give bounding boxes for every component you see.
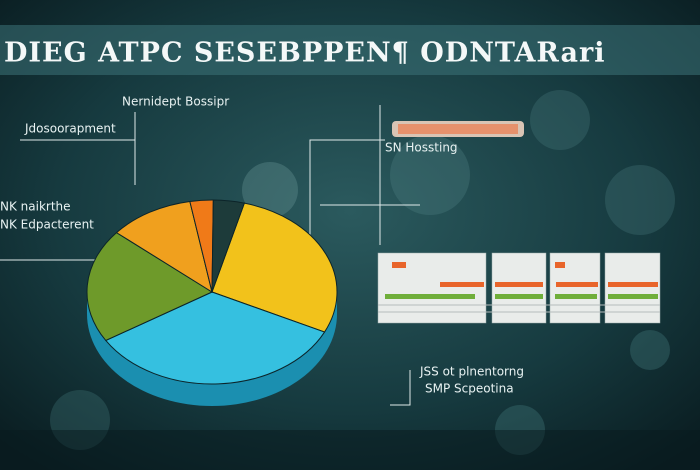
- annotation: NK naikrthe: [0, 200, 71, 214]
- leader-lines: [0, 105, 420, 406]
- pie-slice: [115, 200, 213, 294]
- pie-slice: [211, 202, 338, 333]
- annotation: Jdosoorapment: [24, 122, 116, 136]
- annotation: Nernidept Bossipr: [122, 95, 229, 109]
- pie: [86, 199, 338, 406]
- pie-slice: [104, 291, 326, 385]
- annotation: NK Edpacterent: [0, 218, 94, 232]
- server-racks: [377, 121, 661, 324]
- pie-slice: [86, 231, 214, 342]
- pie-slice: [211, 199, 246, 293]
- chart-title: DIEG ATPC SESEBPPEN¶ ODNTARari: [4, 38, 605, 69]
- annotation: JSS ot plnentorng: [419, 365, 524, 379]
- annotations: Nernidept Bossipr Jdosoorapment NK naikrth…: [0, 95, 524, 396]
- annotation: SMP Scpeotina: [425, 382, 514, 396]
- annotation: SN Hossting: [385, 141, 458, 155]
